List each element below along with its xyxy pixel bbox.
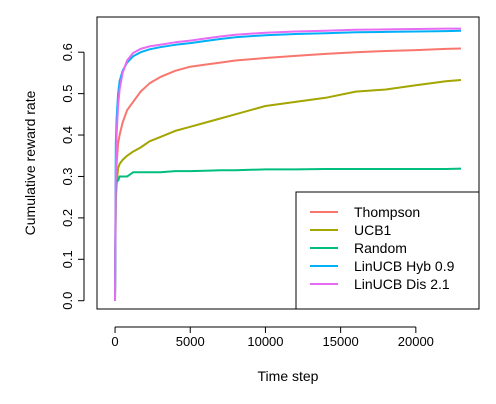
y-tick-label: 0.5 <box>60 85 75 103</box>
legend-label-0: Thompson <box>354 204 420 220</box>
series-line-0 <box>114 47 462 301</box>
y-axis: 0.0 0.1 0.2 0.3 0.4 0.5 0.6 <box>60 43 85 310</box>
y-tick-label: 0.1 <box>60 250 75 268</box>
x-axis-title: Time step <box>258 368 319 384</box>
series-line-2 <box>114 167 462 301</box>
legend-label-2: Random <box>354 240 407 256</box>
plot-area <box>114 27 462 301</box>
x-tick-label: 5000 <box>176 334 205 349</box>
x-axis: 0 5000 10000 15000 20000 <box>111 326 434 349</box>
y-axis-title: Cumulative reward rate <box>22 90 38 235</box>
x-tick-label: 15000 <box>323 334 359 349</box>
x-tick-label: 20000 <box>398 334 434 349</box>
y-tick-label: 0.0 <box>60 292 75 310</box>
y-tick-label: 0.3 <box>60 167 75 185</box>
legend: Thompson UCB1 Random LinUCB Hyb 0.9 LinUCB D… <box>295 191 480 310</box>
legend-label-4: LinUCB Dis 2.1 <box>354 276 450 292</box>
series-line-1 <box>114 79 462 301</box>
x-tick-label: 10000 <box>247 334 283 349</box>
legend-label-1: UCB1 <box>354 222 392 238</box>
plot-frame <box>96 16 480 310</box>
y-tick-label: 0.6 <box>60 43 75 61</box>
y-tick-label: 0.4 <box>60 126 75 144</box>
legend-label-3: LinUCB Hyb 0.9 <box>354 258 455 274</box>
series-line-4 <box>114 27 461 301</box>
series-line-3 <box>114 29 462 301</box>
y-tick-label: 0.2 <box>60 209 75 227</box>
x-tick-label: 0 <box>111 334 118 349</box>
